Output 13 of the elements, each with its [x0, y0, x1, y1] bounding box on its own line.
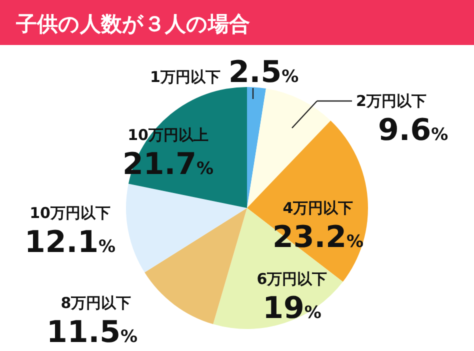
slice-label: 10万円以上 — [128, 126, 208, 144]
chart-title: 子供の人数が３人の場合 — [15, 12, 250, 36]
slice-label: 2万円以下 — [356, 92, 426, 110]
data-label: 11.5% — [46, 315, 138, 350]
data-label: 19% — [262, 291, 322, 326]
slice-label: 10万円以下 — [30, 204, 110, 222]
slice-label: 4万円以下 — [282, 199, 354, 217]
data-label: 12.1% — [24, 225, 116, 260]
data-label: 2.5% — [228, 55, 299, 90]
data-label: 9.6% — [378, 113, 448, 148]
slice-label: 8万円以下 — [60, 294, 132, 312]
slice-label: 1万円以下 — [150, 68, 220, 86]
slice-label: 6万円以下 — [256, 270, 328, 288]
